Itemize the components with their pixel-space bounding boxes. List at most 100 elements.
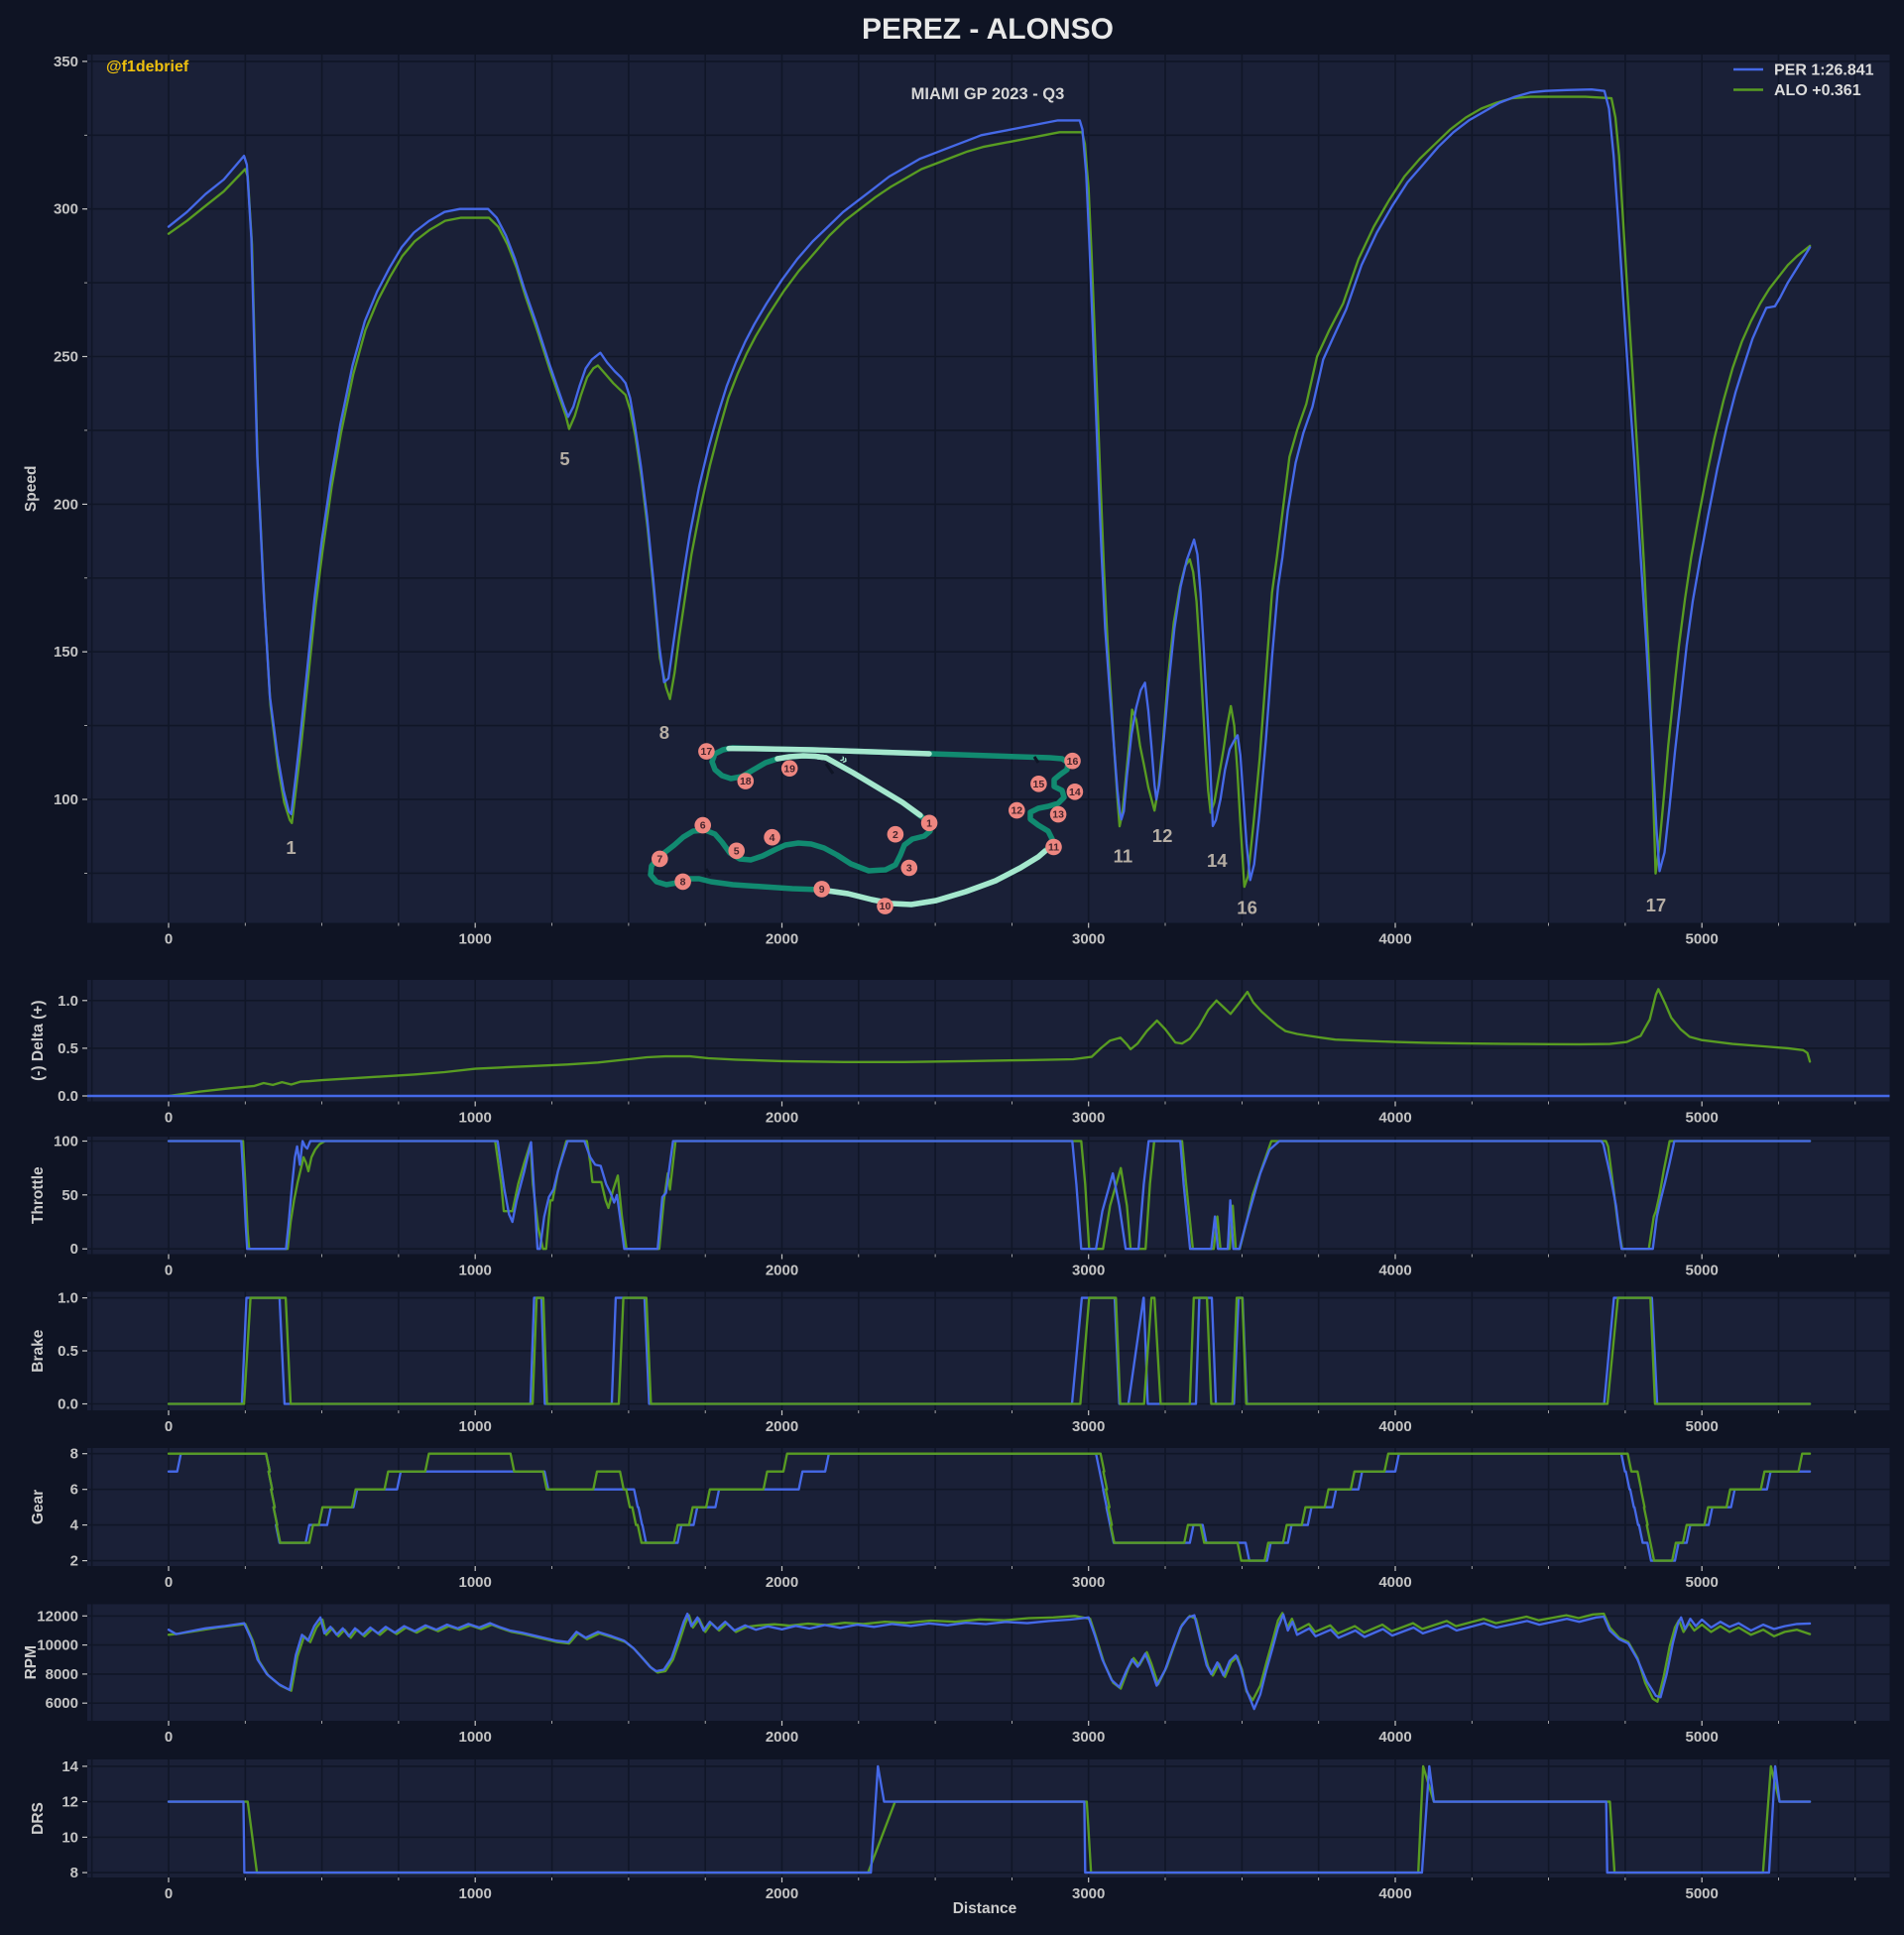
svg-text:8: 8: [659, 722, 669, 743]
svg-text:12: 12: [1152, 825, 1173, 846]
svg-text:Speed: Speed: [23, 466, 40, 513]
svg-text:3000: 3000: [1072, 1263, 1105, 1279]
svg-text:@f1debrief: @f1debrief: [106, 59, 189, 75]
svg-text:19: 19: [783, 763, 795, 775]
svg-text:0: 0: [165, 1729, 173, 1746]
svg-text:2000: 2000: [766, 1729, 798, 1746]
svg-text:4: 4: [770, 832, 775, 844]
svg-text:2000: 2000: [766, 1418, 798, 1435]
svg-text:2000: 2000: [766, 1263, 798, 1279]
svg-text:11: 11: [1048, 842, 1059, 854]
svg-text:3000: 3000: [1072, 1110, 1105, 1127]
svg-text:ALO +0.361: ALO +0.361: [1774, 82, 1861, 99]
svg-text:6000: 6000: [46, 1695, 78, 1712]
svg-text:1000: 1000: [459, 1110, 492, 1127]
svg-text:6: 6: [70, 1482, 78, 1499]
svg-text:MIAMI GP 2023 - Q3: MIAMI GP 2023 - Q3: [911, 85, 1065, 103]
svg-text:1000: 1000: [459, 1574, 492, 1591]
svg-text:10: 10: [61, 1829, 78, 1846]
svg-text:5000: 5000: [1686, 1110, 1719, 1127]
svg-text:7: 7: [656, 854, 662, 866]
svg-text:3000: 3000: [1072, 1729, 1105, 1746]
svg-text:PEREZ - ALONSO: PEREZ - ALONSO: [862, 13, 1114, 46]
svg-text:14: 14: [61, 1758, 78, 1775]
svg-text:0: 0: [165, 1574, 173, 1591]
svg-text:0: 0: [70, 1241, 78, 1258]
svg-text:0.5: 0.5: [58, 1343, 78, 1360]
svg-text:3000: 3000: [1072, 1418, 1105, 1435]
svg-text:5000: 5000: [1686, 1263, 1719, 1279]
svg-text:Throttle: Throttle: [30, 1166, 47, 1224]
svg-text:0: 0: [165, 1263, 173, 1279]
svg-text:4000: 4000: [1378, 1418, 1411, 1435]
svg-text:1000: 1000: [459, 1263, 492, 1279]
svg-text:12: 12: [1011, 805, 1022, 817]
svg-text:150: 150: [54, 644, 78, 661]
svg-text:1: 1: [286, 837, 296, 858]
svg-text:0.0: 0.0: [58, 1088, 78, 1105]
svg-text:1000: 1000: [459, 1418, 492, 1435]
svg-text:Distance: Distance: [953, 1900, 1017, 1917]
svg-text:0: 0: [165, 1110, 173, 1127]
svg-text:1: 1: [926, 817, 932, 829]
svg-text:100: 100: [54, 1134, 78, 1150]
svg-text:4000: 4000: [1378, 1885, 1411, 1902]
svg-text:5: 5: [559, 448, 569, 469]
svg-text:5000: 5000: [1686, 1885, 1719, 1902]
svg-text:6: 6: [700, 820, 706, 832]
svg-text:1.0: 1.0: [58, 993, 78, 1010]
svg-text:16: 16: [1067, 756, 1079, 768]
svg-text:15: 15: [1033, 779, 1045, 790]
svg-text:0: 0: [165, 1418, 173, 1435]
svg-text:RPM: RPM: [23, 1645, 40, 1679]
svg-text:2: 2: [70, 1553, 78, 1570]
svg-text:8000: 8000: [46, 1666, 78, 1683]
svg-text:5000: 5000: [1686, 931, 1719, 948]
svg-text:5: 5: [734, 845, 740, 857]
svg-text:3: 3: [906, 863, 912, 875]
svg-text:2000: 2000: [766, 1885, 798, 1902]
svg-text:50: 50: [61, 1187, 78, 1204]
svg-text:5000: 5000: [1686, 1574, 1719, 1591]
svg-text:18: 18: [740, 776, 752, 787]
svg-text:9: 9: [819, 884, 825, 896]
svg-text:0.5: 0.5: [58, 1040, 78, 1057]
svg-text:11: 11: [1114, 846, 1133, 867]
svg-text:1000: 1000: [459, 931, 492, 948]
svg-text:2000: 2000: [766, 1110, 798, 1127]
svg-text:Gear: Gear: [30, 1490, 47, 1524]
svg-text:PER 1:26.841: PER 1:26.841: [1774, 62, 1874, 79]
svg-text:1000: 1000: [459, 1885, 492, 1902]
svg-text:4000: 4000: [1378, 1574, 1411, 1591]
svg-text:12000: 12000: [37, 1608, 78, 1625]
svg-text:10000: 10000: [37, 1637, 78, 1654]
svg-text:100: 100: [54, 791, 78, 808]
svg-text:12: 12: [61, 1794, 78, 1811]
svg-text:4: 4: [70, 1517, 79, 1534]
svg-text:14: 14: [1207, 850, 1228, 871]
svg-text:4000: 4000: [1378, 1263, 1411, 1279]
svg-text:2000: 2000: [766, 931, 798, 948]
svg-text:DRS: DRS: [30, 1802, 47, 1835]
svg-text:350: 350: [54, 54, 78, 70]
svg-text:5000: 5000: [1686, 1729, 1719, 1746]
svg-text:10: 10: [880, 901, 892, 912]
svg-text:14: 14: [1069, 786, 1081, 798]
svg-text:Brake: Brake: [30, 1329, 47, 1372]
svg-text:0: 0: [165, 931, 173, 948]
svg-text:250: 250: [54, 349, 78, 366]
svg-text:200: 200: [54, 496, 78, 513]
svg-text:2: 2: [892, 829, 898, 841]
svg-text:5000: 5000: [1686, 1418, 1719, 1435]
svg-text:17: 17: [1646, 895, 1667, 915]
svg-text:4000: 4000: [1378, 1110, 1411, 1127]
svg-text:1.0: 1.0: [58, 1290, 78, 1307]
svg-text:8: 8: [70, 1446, 78, 1463]
svg-text:3000: 3000: [1072, 931, 1105, 948]
svg-text:4000: 4000: [1378, 1729, 1411, 1746]
svg-text:3000: 3000: [1072, 1885, 1105, 1902]
svg-text:2000: 2000: [766, 1574, 798, 1591]
svg-text:16: 16: [1237, 897, 1257, 917]
svg-text:13: 13: [1052, 809, 1064, 821]
svg-text:300: 300: [54, 201, 78, 218]
